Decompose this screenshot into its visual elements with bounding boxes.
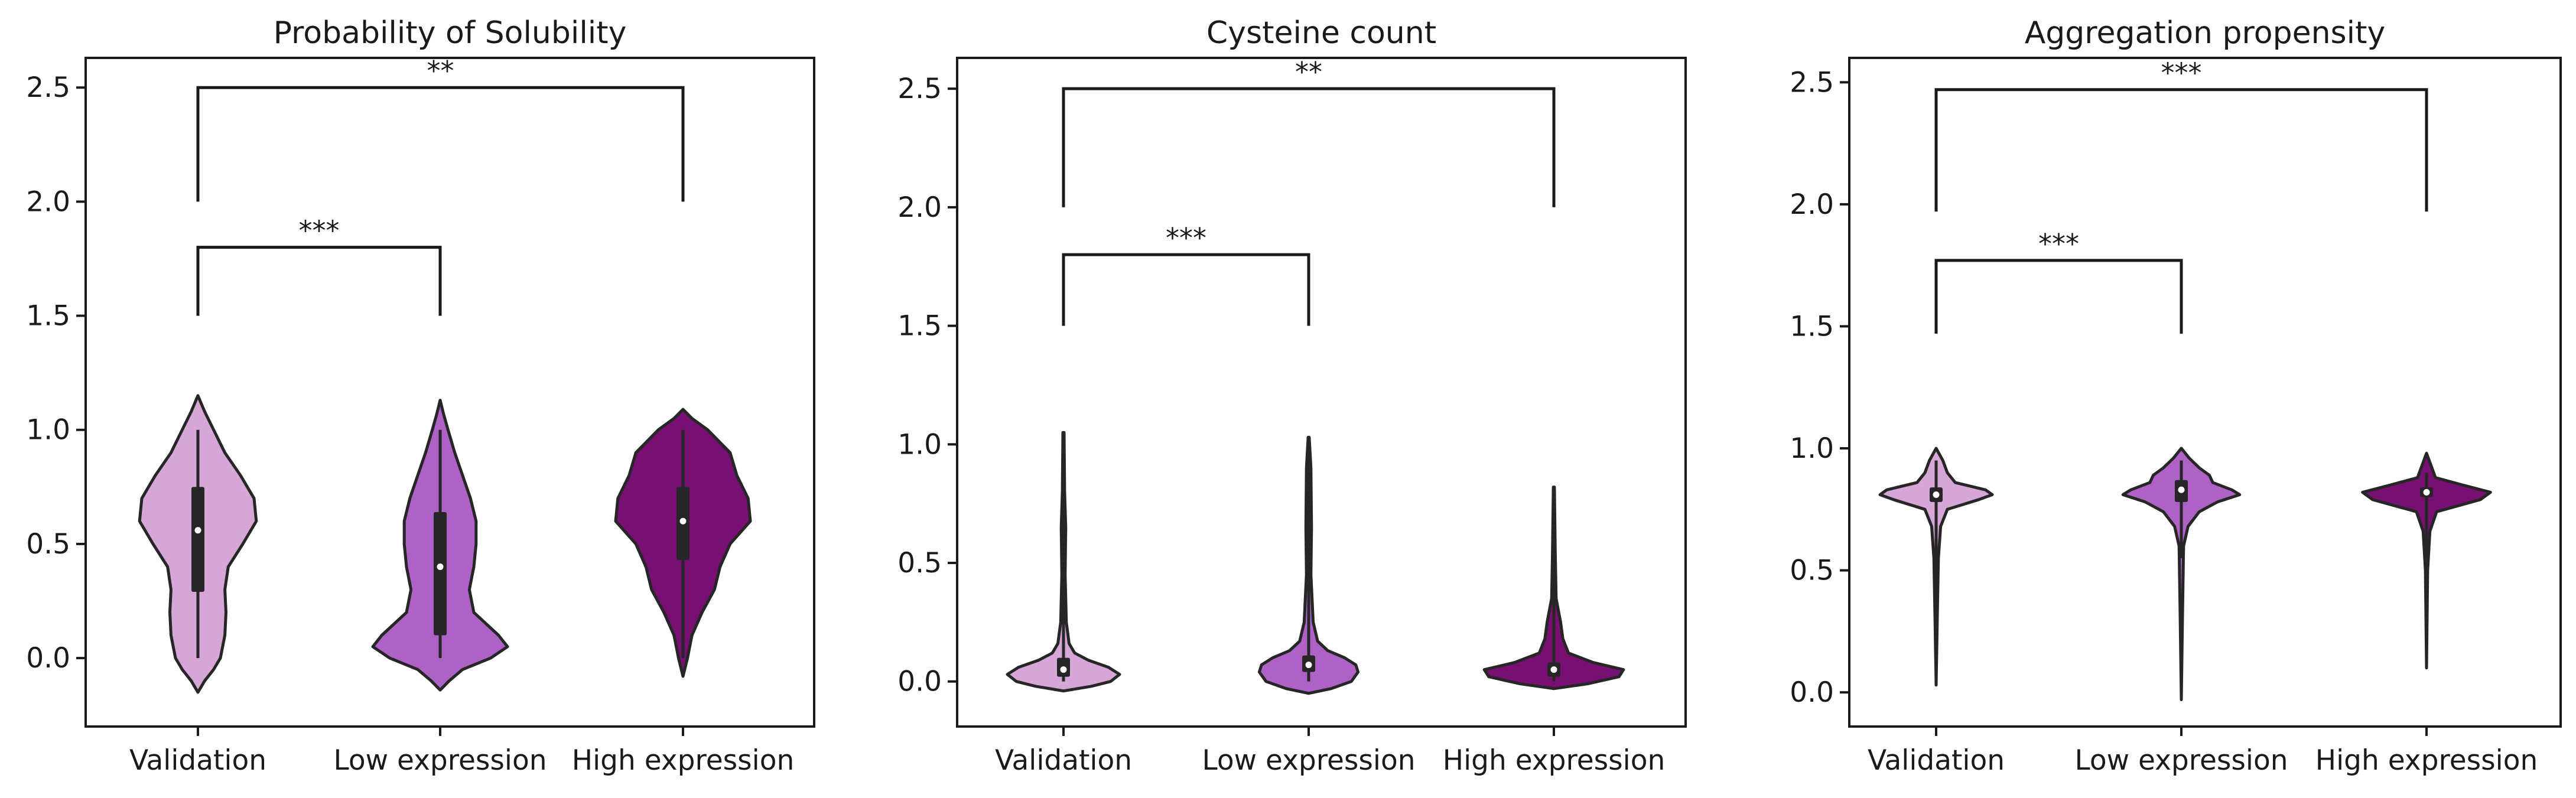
- significance-bracket-1: [196, 246, 442, 316]
- x-tick-label: Validation: [129, 744, 266, 777]
- significance-bracket-1: [1934, 259, 2183, 334]
- x-tick-label: Validation: [995, 744, 1132, 777]
- chart-title: Probability of Solubility: [274, 15, 627, 51]
- significance-label-1: ***: [2038, 228, 2079, 260]
- y-tick-label: 1.5: [26, 300, 70, 333]
- y-tick-label: 2.0: [897, 191, 942, 224]
- y-tick-label: 2.0: [26, 185, 70, 218]
- violin-iqr-box: [191, 487, 204, 592]
- y-tick-label: 1.0: [1790, 432, 1834, 465]
- y-tick-label: 1.5: [1790, 310, 1834, 343]
- significance-bracket-2: [1934, 88, 2428, 212]
- violin-median-dot: [1933, 491, 1940, 499]
- significance-label-1: ***: [1166, 222, 1206, 254]
- x-tick-label: High expression: [572, 744, 794, 777]
- violin-median-dot: [437, 564, 444, 571]
- x-tick-label: High expression: [1443, 744, 1665, 777]
- significance-label-1: ***: [299, 215, 340, 247]
- violin-median-dot: [2178, 486, 2185, 493]
- y-tick-label: 2.0: [1790, 188, 1834, 221]
- y-tick-label: 1.5: [897, 310, 942, 343]
- significance-bracket-1: [1062, 253, 1310, 326]
- x-tick-label: Low expression: [2074, 744, 2288, 777]
- y-tick-label: 0.5: [26, 528, 70, 561]
- y-tick-label: 1.0: [897, 428, 942, 461]
- violin-iqr-box: [434, 512, 447, 636]
- chart-panel-1: Probability of Solubility*****0.00.51.01…: [26, 15, 815, 777]
- y-tick-label: 2.5: [26, 71, 70, 104]
- violin-median-dot: [679, 517, 687, 525]
- y-tick-label: 0.0: [897, 666, 942, 698]
- y-tick-label: 2.5: [1790, 66, 1834, 99]
- axes-frame: [956, 57, 1687, 728]
- x-tick-label: Low expression: [1202, 744, 1415, 777]
- violin-median-dot: [1305, 662, 1312, 669]
- significance-label-2: **: [1295, 56, 1322, 88]
- y-tick-label: 0.0: [1790, 676, 1834, 709]
- significance-bracket-2: [196, 86, 685, 202]
- y-tick-label: 0.5: [1790, 555, 1834, 587]
- y-tick-label: 2.5: [897, 73, 942, 105]
- chart-title: Aggregation propensity: [2025, 15, 2386, 51]
- violin-median-dot: [1550, 666, 1557, 673]
- significance-bracket-2: [1062, 87, 1556, 207]
- significance-label-2: **: [427, 55, 454, 87]
- violin-high-expression: [2361, 451, 2492, 670]
- x-tick-label: High expression: [2315, 744, 2538, 777]
- y-tick-label: 1.0: [26, 414, 70, 447]
- significance-label-2: ***: [2161, 57, 2202, 89]
- y-tick-label: 0.5: [897, 547, 942, 579]
- y-tick-label: 0.0: [26, 642, 70, 675]
- axes-frame: [84, 57, 815, 728]
- x-tick-label: Low expression: [333, 744, 547, 777]
- chart-panel-3: Aggregation propensity *** *** 0.0 0.5 1.0 1.5…: [1790, 15, 2562, 777]
- violin-median-dot: [2423, 488, 2430, 496]
- axes-frame: [1848, 57, 2562, 728]
- violin-low-expression: [2121, 447, 2242, 702]
- chart-title: Cysteine count: [1206, 15, 1436, 51]
- chart-panel-2: Cysteine count*****0.00.51.01.52.02.5Val…: [897, 15, 1687, 777]
- x-tick-label: Validation: [1868, 744, 2005, 777]
- violin-median-dot: [1060, 666, 1067, 673]
- violin-median-dot: [194, 527, 201, 534]
